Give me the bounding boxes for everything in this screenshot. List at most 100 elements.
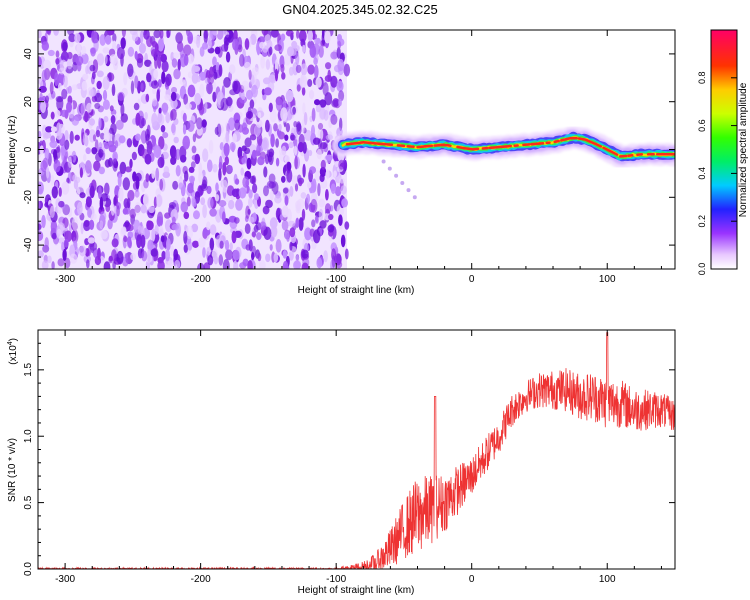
noise-blob — [60, 51, 69, 62]
noise-blob — [50, 111, 55, 120]
ridge-core-segment — [376, 142, 388, 146]
noise-blob — [114, 140, 119, 149]
noise-blob — [64, 139, 70, 150]
noise-blob — [265, 59, 271, 70]
noise-blob — [288, 250, 294, 261]
noise-blob — [96, 53, 105, 66]
noise-blob — [340, 234, 346, 248]
noise-blob — [265, 253, 271, 263]
noise-blob — [87, 208, 93, 218]
noise-blob — [119, 161, 127, 174]
noise-blob — [309, 166, 317, 174]
noise-blob — [60, 109, 69, 118]
noise-blob — [228, 64, 236, 75]
noise-blob — [86, 259, 90, 269]
noise-blob — [298, 217, 304, 231]
noise-blob — [76, 187, 81, 196]
noise-blob — [76, 42, 81, 55]
noise-blob — [91, 71, 96, 80]
ridge-core-segment — [553, 139, 560, 144]
noise-blob — [110, 204, 115, 216]
noise-blob — [227, 117, 236, 131]
noise-blob — [104, 182, 110, 196]
noise-blob — [280, 33, 286, 42]
noise-blob — [132, 171, 137, 182]
noise-blob — [86, 102, 93, 113]
noise-blob — [313, 57, 318, 65]
ridge-core-segment — [406, 144, 415, 149]
noise-blob — [196, 36, 201, 48]
ridge-core-segment — [593, 142, 603, 148]
noise-blob — [203, 30, 208, 44]
colorbar-tick-label: 0.0 — [697, 263, 707, 276]
ridge-core-segment — [560, 136, 572, 142]
noise-blob — [187, 120, 195, 132]
noise-blob — [293, 121, 298, 128]
noise-blob — [255, 232, 262, 241]
noise-blob — [187, 240, 193, 251]
noise-blob — [149, 63, 153, 76]
noise-blob — [126, 138, 133, 148]
noise-blob — [140, 234, 146, 249]
noise-blob — [219, 240, 224, 249]
noise-blob — [55, 109, 61, 118]
noise-blob — [129, 171, 134, 183]
noise-blob — [38, 30, 42, 39]
noise-blob — [69, 130, 74, 144]
noise-blob — [170, 123, 176, 134]
noise-blob — [68, 222, 73, 232]
noise-blob — [246, 157, 252, 170]
tail-dot — [406, 188, 411, 193]
noise-blob — [282, 260, 289, 269]
noise-blob — [307, 30, 313, 42]
noise-blob — [94, 102, 101, 110]
noise-blob — [123, 198, 129, 209]
noise-blob — [38, 85, 47, 93]
spec-y-tick-label: -20 — [23, 190, 34, 205]
noise-blob — [282, 250, 288, 259]
noise-blob — [175, 148, 181, 161]
noise-blob — [81, 80, 88, 91]
noise-blob — [127, 236, 132, 248]
noise-blob — [103, 132, 110, 142]
noise-blob — [334, 186, 342, 197]
noise-blob — [56, 122, 62, 137]
noise-blob — [137, 225, 143, 235]
noise-blob — [57, 82, 62, 91]
noise-blob — [224, 34, 232, 42]
noise-blob — [51, 232, 57, 240]
noise-blob — [182, 135, 190, 150]
ridge-core-segment — [577, 137, 586, 141]
noise-blob — [38, 223, 42, 230]
snr-y-tick-label: 0.5 — [23, 495, 34, 509]
noise-blob — [231, 230, 237, 244]
svg-text:(x104): (x104) — [7, 338, 19, 365]
spec-x-tick-label: 100 — [599, 274, 616, 285]
noise-blob — [191, 72, 199, 84]
noise-blob — [265, 119, 270, 133]
noise-blob — [152, 98, 157, 107]
noise-blob — [89, 241, 98, 251]
noise-blob — [212, 81, 217, 90]
noise-blob — [127, 46, 135, 57]
noise-blob — [103, 54, 108, 65]
noise-blob — [284, 195, 289, 206]
noise-blob — [288, 142, 294, 149]
noise-blob — [88, 118, 96, 126]
noise-blob — [244, 223, 251, 234]
spec-x-tick-label: -100 — [326, 274, 346, 285]
noise-blob — [158, 107, 162, 114]
noise-blob — [262, 205, 270, 215]
noise-blob — [109, 105, 114, 112]
spectrogram-frame — [37, 29, 676, 270]
snr-frame — [37, 329, 676, 570]
noise-blob — [343, 63, 351, 77]
noise-blob — [269, 244, 273, 251]
noise-blob — [269, 217, 278, 230]
noise-blob — [344, 248, 349, 260]
noise-blob — [102, 47, 110, 54]
noise-blob — [268, 102, 273, 113]
noise-blob — [171, 58, 178, 68]
noise-blob — [316, 257, 323, 269]
noise-blob — [263, 185, 269, 197]
